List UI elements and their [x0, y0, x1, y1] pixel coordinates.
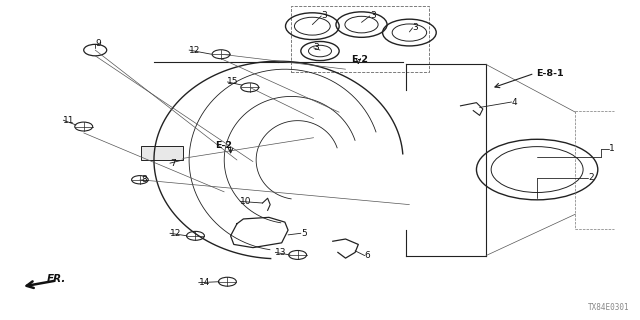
Text: E-8-1: E-8-1: [536, 69, 563, 78]
Text: 3: 3: [314, 43, 319, 52]
Text: 15: 15: [227, 77, 239, 86]
Text: 3: 3: [370, 12, 376, 20]
Text: 11: 11: [63, 116, 75, 125]
Text: TX84E0301: TX84E0301: [588, 303, 630, 312]
Text: 9: 9: [95, 39, 101, 48]
Text: E-2: E-2: [351, 55, 367, 64]
Text: 3: 3: [321, 12, 327, 20]
Text: 8: 8: [141, 175, 147, 184]
Text: 6: 6: [365, 251, 371, 260]
FancyBboxPatch shape: [141, 146, 182, 160]
Text: 12: 12: [170, 229, 181, 238]
Text: 5: 5: [301, 229, 307, 238]
Text: FR.: FR.: [47, 275, 66, 284]
Text: 4: 4: [511, 98, 517, 107]
Text: 7: 7: [170, 159, 175, 168]
Text: 12: 12: [189, 45, 200, 55]
Text: 1: 1: [609, 144, 614, 153]
Text: 3: 3: [413, 23, 419, 32]
Text: E-2: E-2: [214, 141, 232, 150]
Text: 14: 14: [198, 278, 210, 287]
Text: 13: 13: [275, 248, 287, 257]
Text: 10: 10: [240, 197, 252, 206]
Text: 2: 2: [588, 173, 594, 182]
